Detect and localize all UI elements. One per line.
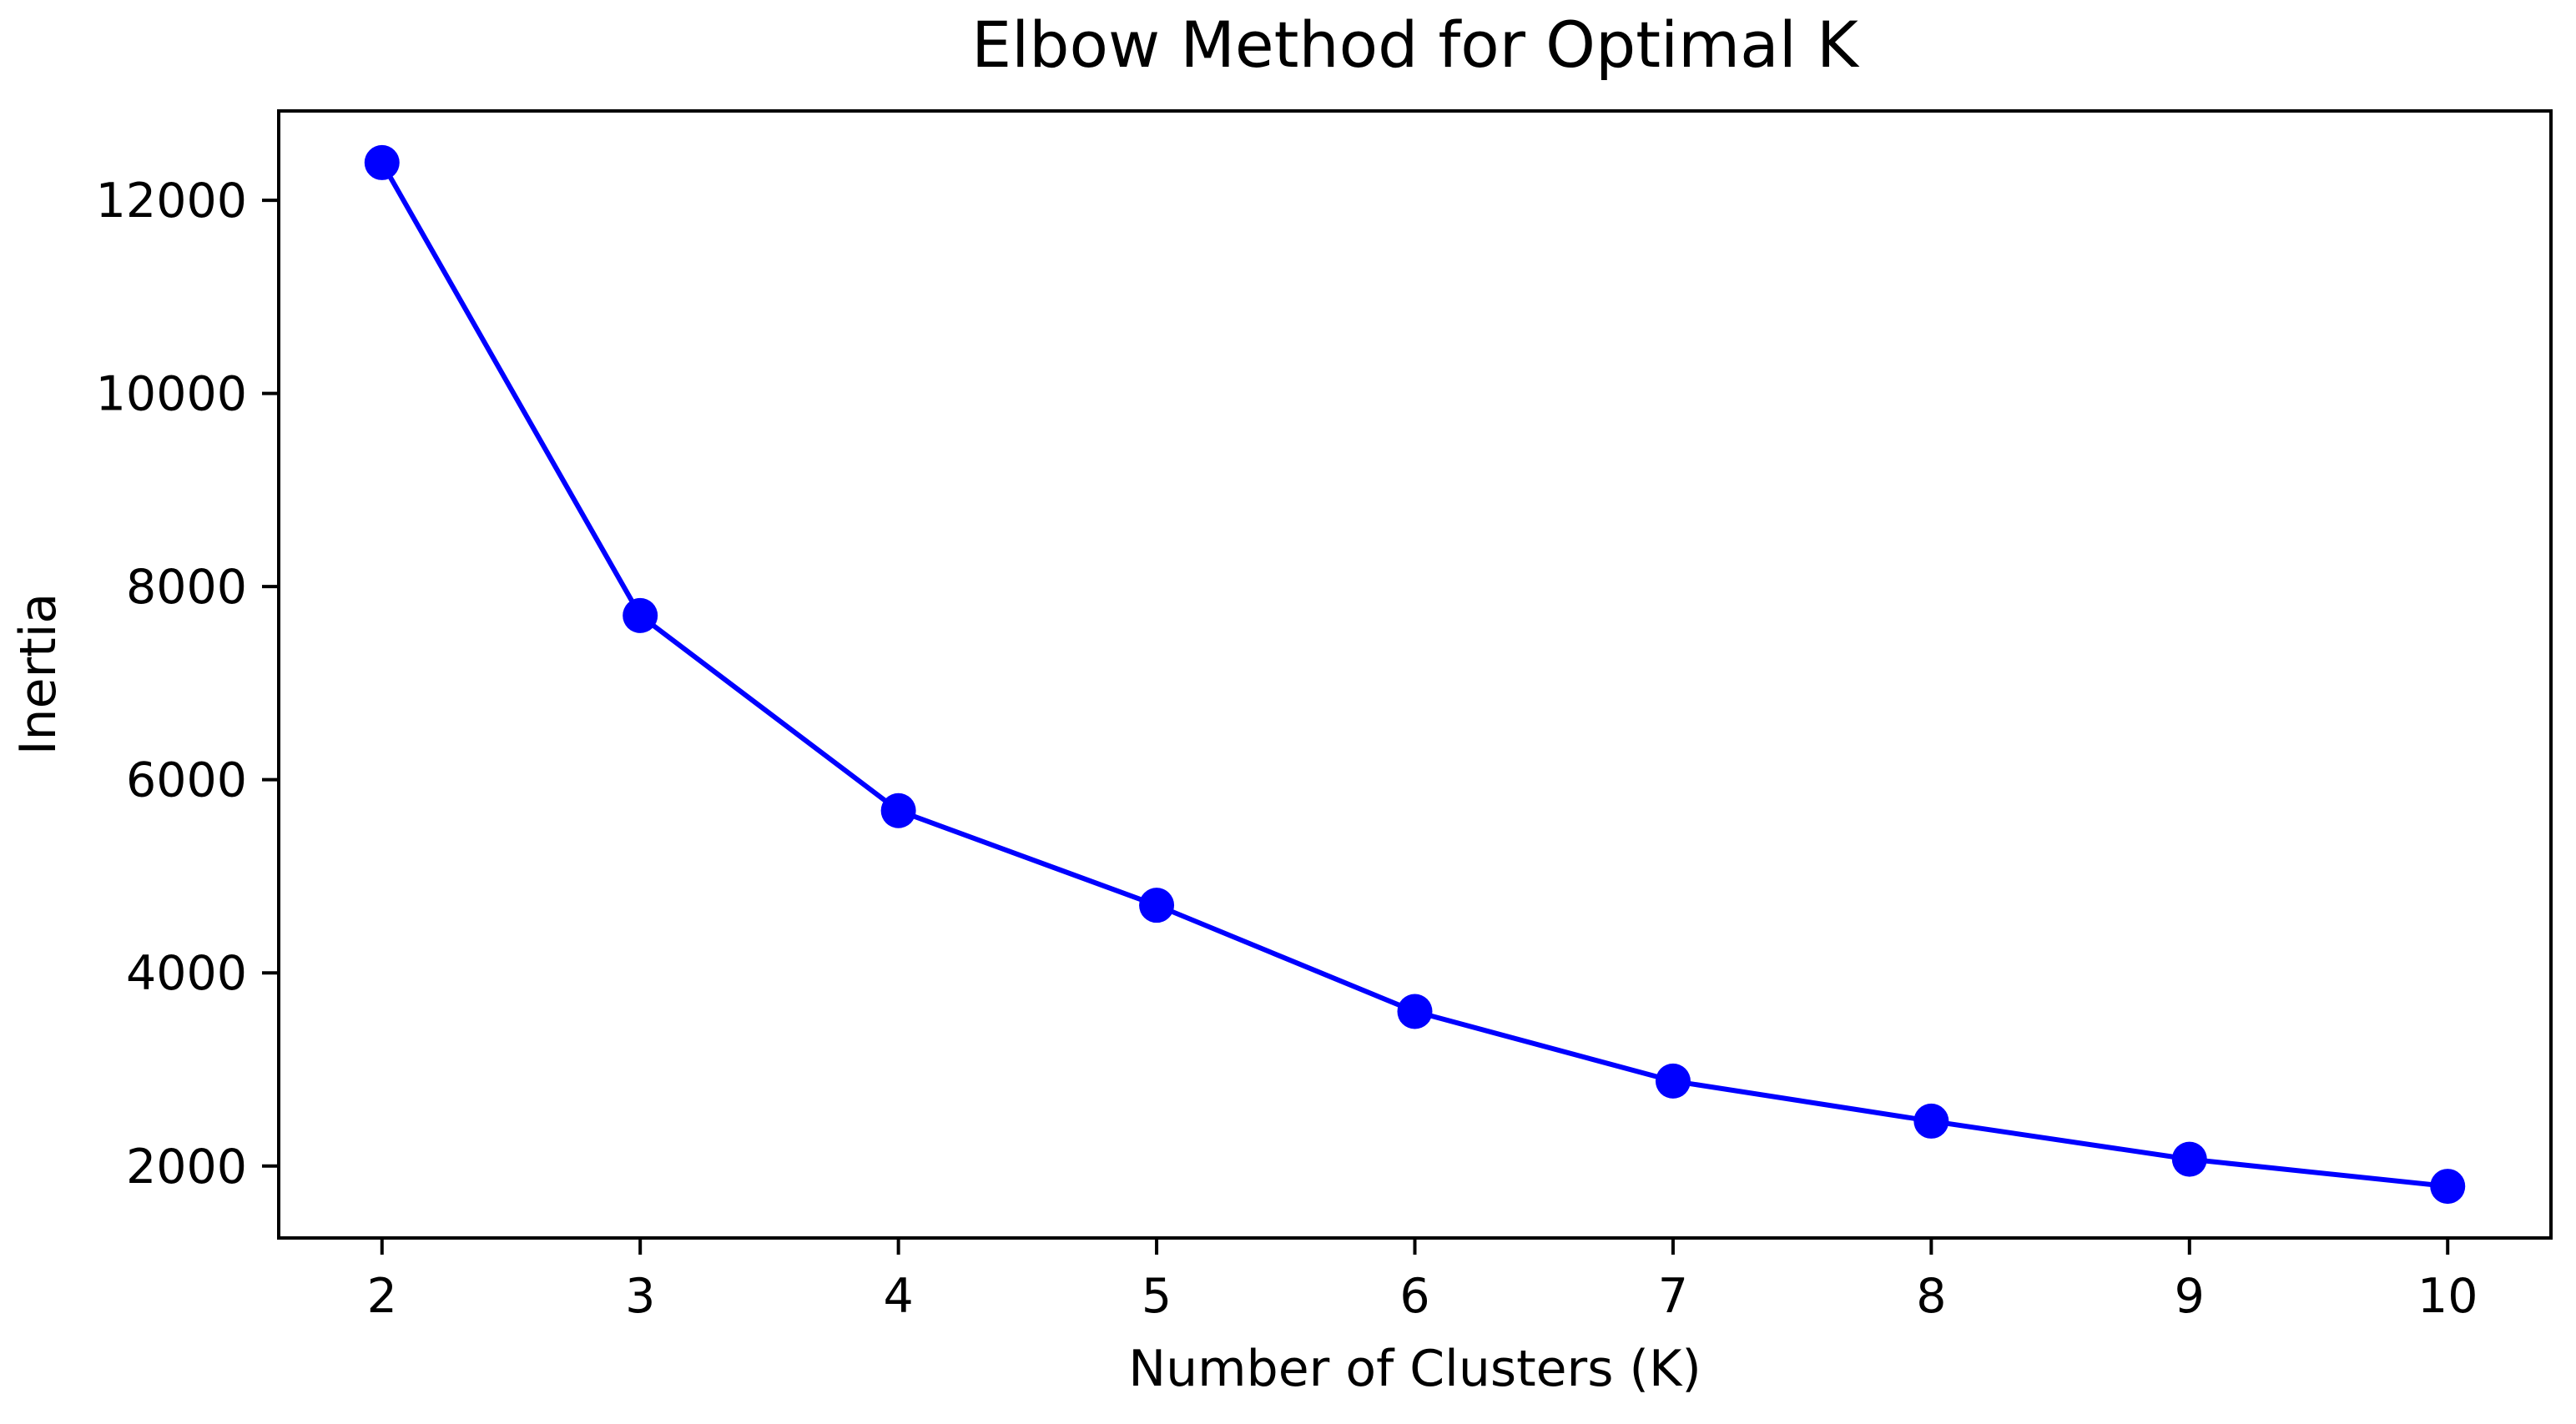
- data-point: [623, 597, 658, 633]
- data-point: [2171, 1141, 2207, 1177]
- data-point: [364, 144, 400, 180]
- x-tick-label: 4: [884, 1269, 914, 1324]
- y-tick-label: 8000: [126, 560, 247, 615]
- y-tick-label: 10000: [96, 367, 247, 422]
- x-tick-label: 2: [367, 1269, 397, 1324]
- chart-title: Elbow Method for Optimal K: [971, 8, 1858, 82]
- data-point: [1655, 1063, 1691, 1099]
- x-tick-label: 3: [625, 1269, 655, 1324]
- x-tick-label: 10: [2417, 1269, 2478, 1324]
- y-tick-label: 4000: [126, 946, 247, 1001]
- data-point: [880, 793, 916, 828]
- x-tick-label: 5: [1142, 1269, 1172, 1324]
- x-tick-label: 6: [1399, 1269, 1429, 1324]
- x-tick-label: 8: [1916, 1269, 1946, 1324]
- y-tick-label: 6000: [126, 753, 247, 808]
- data-point: [1913, 1103, 1949, 1139]
- x-tick-label: 9: [2175, 1269, 2205, 1324]
- data-point: [1139, 888, 1175, 923]
- y-axis-label: Inertia: [9, 592, 68, 756]
- x-axis-label: Number of Clusters (K): [1128, 1340, 1701, 1398]
- data-line: [379, 159, 2451, 1190]
- y-tick-label: 12000: [96, 174, 247, 229]
- x-tick-label: 7: [1658, 1269, 1688, 1324]
- y-tick-label: 2000: [126, 1140, 247, 1195]
- data-point: [1397, 994, 1433, 1029]
- plot-border: [277, 109, 2553, 1240]
- data-point: [2430, 1169, 2466, 1205]
